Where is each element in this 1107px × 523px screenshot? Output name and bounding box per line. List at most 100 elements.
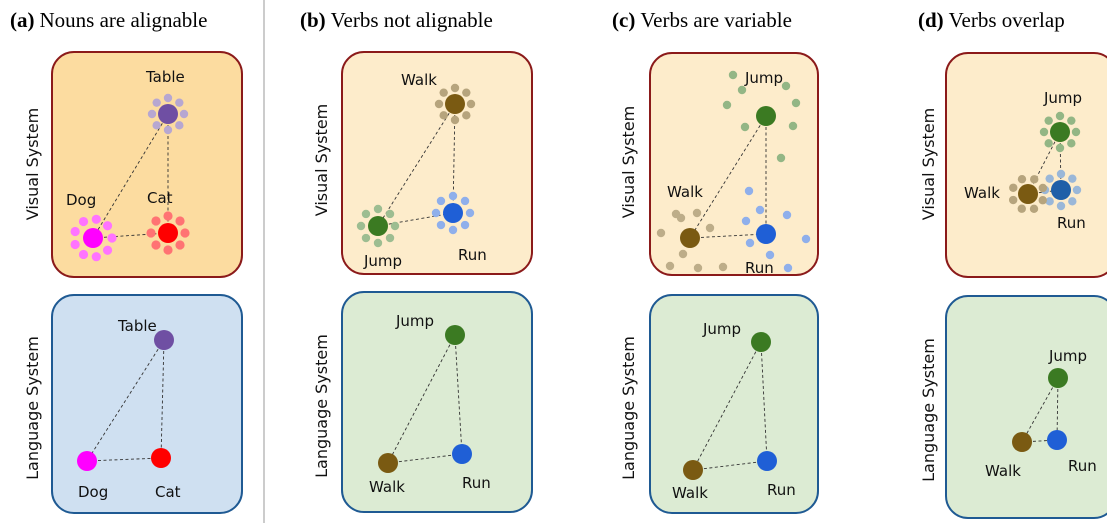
panel-b-language-walk-node <box>378 453 398 473</box>
edge <box>387 453 463 464</box>
panel-a: Visual System Table Dog Cat Language Sys… <box>23 51 243 514</box>
node-halo-dot <box>448 191 458 201</box>
node-halo-dot <box>439 111 448 120</box>
edge <box>454 334 463 455</box>
walk-scatter-dot <box>678 249 688 259</box>
edge <box>689 115 767 239</box>
panel-d-label: (d) <box>918 8 944 32</box>
walk-scatter-dot <box>693 263 703 273</box>
node-halo-dot <box>1044 116 1053 125</box>
panel-d-language-system-label: Language System <box>919 338 938 482</box>
node-halo-dot <box>163 245 173 255</box>
panel-a-visual-cat-label: Cat <box>147 189 173 207</box>
node-halo-dot <box>1068 174 1077 183</box>
node-halo-dot <box>78 216 89 227</box>
node-halo-dot <box>1009 183 1018 192</box>
jump-scatter-dot <box>781 81 791 91</box>
panel-c-visual-run-label: Run <box>745 259 774 277</box>
panel-d-title: (d) Verbs overlap <box>918 8 1065 32</box>
panel-c-language-edges <box>692 341 768 471</box>
panel-c-visual-box <box>649 52 819 276</box>
node-halo-dot <box>1017 174 1027 184</box>
edge <box>387 334 456 464</box>
node-halo-dot <box>373 238 383 248</box>
panel-d-language-walk-node <box>1012 432 1032 452</box>
walk-scatter-dot <box>656 228 666 238</box>
node-halo-dot <box>462 88 471 97</box>
node-halo-dot <box>385 209 395 219</box>
node-halo-dot <box>151 240 161 250</box>
node-halo-dot <box>175 98 184 107</box>
node-halo-dot <box>1038 183 1048 193</box>
node-halo-dot <box>361 209 371 219</box>
jump-scatter-dot <box>791 98 801 108</box>
panel-a-language-dog-label: Dog <box>78 483 108 501</box>
node-halo-dot <box>356 221 366 231</box>
panel-a-visual-dog-label: Dog <box>66 191 96 209</box>
node-center <box>1050 122 1070 142</box>
node-halo-dot <box>107 233 117 243</box>
panel-c-language-system-label: Language System <box>619 336 638 480</box>
panel-a-language-table-node <box>154 330 174 350</box>
panel-a-language-dog-node <box>77 451 97 471</box>
node-halo-dot <box>439 88 448 97</box>
panel-a-language-system-label: Language System <box>23 336 42 480</box>
node-halo-dot <box>436 196 446 206</box>
panel-a-visual-table-label: Table <box>145 68 185 86</box>
panel-b-visual-walk-label: Walk <box>401 71 437 89</box>
panel-a-visual-cat-node <box>146 211 190 255</box>
panel-a-language-cat-label: Cat <box>155 483 181 501</box>
node-center <box>158 223 178 243</box>
panel-d-language-run-label: Run <box>1068 457 1097 475</box>
panel-a-language-box <box>51 294 243 514</box>
node-halo-dot <box>1029 204 1039 214</box>
node-halo-dot <box>1055 143 1065 153</box>
panel-c-language-jump-label: Jump <box>702 320 741 338</box>
panel-b-language-run-node <box>452 444 472 464</box>
panel-b-visual-system-label: Visual System <box>312 104 331 217</box>
panel-b: Visual System Walk Jump Run Language Sys… <box>312 51 533 513</box>
panel-d-language-jump-label: Jump <box>1048 347 1087 365</box>
node-halo-dot <box>450 83 460 93</box>
walk-scatter-dot <box>692 208 702 218</box>
run-scatter-dot <box>783 263 793 273</box>
panel-d-visual-box <box>945 52 1107 278</box>
node-halo-dot <box>175 240 185 250</box>
panel-c-visual-run-node <box>756 224 776 244</box>
panel-b-title: (b) Verbs not alignable <box>300 8 493 32</box>
node-halo-dot <box>1008 195 1018 205</box>
run-scatter-dot <box>744 186 754 196</box>
panel-d-visual-walk-node <box>1008 174 1048 214</box>
node-halo-dot <box>70 239 80 250</box>
node-center <box>1051 180 1071 200</box>
panel-d-visual-run-node <box>1040 169 1082 211</box>
node-halo-dot <box>78 249 89 260</box>
panel-d-language-walk-label: Walk <box>985 462 1021 480</box>
node-halo-dot <box>91 214 101 224</box>
jump-scatter-dot <box>722 100 732 110</box>
node-center <box>757 451 777 471</box>
node-halo-dot <box>151 216 161 226</box>
panel-b-language-system-label: Language System <box>312 334 331 478</box>
panel-b-language-run-label: Run <box>462 474 491 492</box>
node-halo-dot <box>175 121 184 130</box>
panel-c-visual-walk-node <box>680 228 700 248</box>
edge <box>377 212 454 227</box>
node-center <box>158 104 178 124</box>
panel-b-visual-run-label: Run <box>458 246 487 264</box>
node-center <box>151 448 171 468</box>
jump-scatter-dot <box>788 121 798 131</box>
node-center <box>751 332 771 352</box>
node-halo-dot <box>180 228 190 238</box>
edge <box>692 341 762 471</box>
panel-b-visual-box <box>341 51 533 275</box>
node-halo-dot <box>102 245 113 255</box>
node-center <box>154 330 174 350</box>
node-halo-dot <box>1039 127 1049 137</box>
node-halo-dot <box>361 233 371 243</box>
node-halo-dot <box>466 99 476 109</box>
panel-d-title-text: Verbs overlap <box>949 8 1065 32</box>
panel-a-visual-system-label: Visual System <box>23 108 42 221</box>
node-center <box>445 325 465 345</box>
